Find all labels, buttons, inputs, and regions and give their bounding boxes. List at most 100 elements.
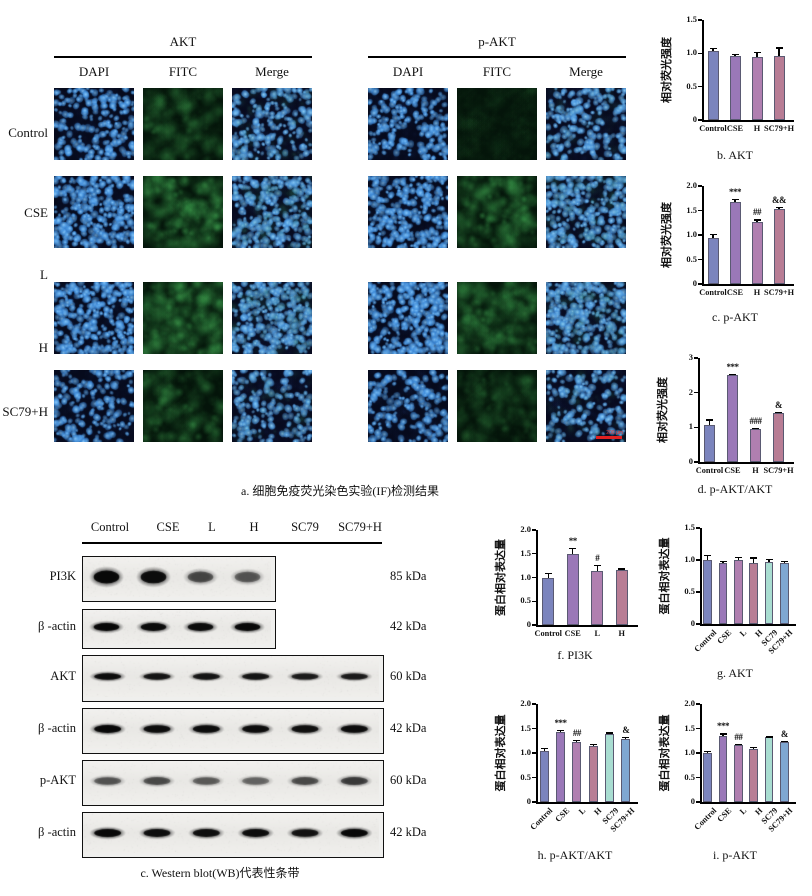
chart-c-xlabel-2: CSE	[726, 288, 744, 297]
chart-h-errorbar-2	[559, 729, 562, 733]
chart-b-xlabel-4: SC79+H	[763, 124, 795, 133]
wb-lane-header-5: SC79	[291, 520, 319, 534]
chart-b-y-axis	[702, 20, 704, 120]
chart-g-ytick-mark-0	[696, 623, 700, 625]
chart-h-bar-5	[604, 733, 615, 802]
if-cell-image-r3-g2-c3	[546, 282, 626, 354]
chart-c-annotation-4: &&	[772, 194, 787, 205]
chart-h-ytick-label-1: 0.5	[520, 771, 531, 782]
chart-c-errorcap-2	[731, 198, 739, 200]
chart-i-ytick-label-2: 1.0	[684, 747, 695, 757]
chart-g-bar-2	[718, 562, 728, 624]
if-cell-image-r4-g2-c3: 200 μm	[546, 370, 626, 442]
chart-b-bar-4	[773, 56, 785, 120]
chart-f-xlabel-1: Control	[534, 629, 562, 638]
if-cell-image-r2-g2-c1	[368, 176, 448, 248]
if-cell-image-r3-g1-c2	[143, 282, 223, 354]
if-column-header-2-3: Merge	[569, 64, 603, 79]
chart-f-bar-2	[566, 554, 579, 625]
chart-f-errorbar-1	[547, 572, 549, 578]
chart-c-ytick-label-0: 0	[692, 278, 697, 288]
chart-i-ytick-mark-0	[696, 801, 700, 803]
chart-b-x-axis	[702, 120, 794, 122]
chart-h-errorcap-5	[606, 732, 613, 734]
chart-c-bar-3	[751, 221, 763, 284]
chart-b-ytick-label-3: 1.5	[686, 14, 697, 24]
chart-h-ytick-mark-0	[532, 801, 536, 803]
chart-f-ytick-label-1: 0.5	[520, 595, 531, 606]
chart-f-bar-1	[542, 577, 555, 625]
chart-d-y-label: 相对荧光强度	[657, 377, 669, 443]
chart-h-annotation-6: &	[622, 724, 630, 735]
if-column-header-1-3: Merge	[255, 64, 289, 79]
chart-g-ytick-label-1: 0.5	[684, 586, 695, 596]
chart-c-ytick-mark-1	[698, 258, 702, 261]
immunofluorescence-panel: AKT DAPI FITC Merge p-AKT DAPI FITC Merge Contro…	[0, 0, 650, 510]
chart-f-xlabel-3: L	[594, 629, 601, 638]
if-cell-image-r2-g1-c2	[143, 176, 223, 248]
wb-row-kda-2: 42 kDa	[390, 619, 427, 633]
chart-c-ytick-mark-2	[698, 234, 702, 236]
chart-i-ytick-label-3: 1.5	[684, 722, 695, 733]
chart-d-ytick-label-3: 3	[688, 352, 693, 362]
chart-h-ytick-mark-4	[532, 703, 536, 705]
chart-g-y-axis	[700, 528, 702, 624]
chart-d-xlabel-1: Control	[695, 466, 724, 475]
if-group-rule-2	[368, 56, 626, 58]
chart-i-ytick-mark-3	[696, 727, 700, 730]
chart-h-ytick-mark-2	[532, 752, 536, 754]
chart-d-ytick-mark-0	[694, 461, 698, 463]
chart-d-xlabel-3: H	[752, 466, 759, 475]
chart-d-ytick-label-0: 0	[688, 456, 693, 466]
chart-d-bar-4	[772, 413, 785, 462]
chart-f-bar-4	[615, 570, 628, 625]
chart-i-annotation-3: ##	[734, 731, 743, 742]
if-row-label-4: H	[38, 340, 48, 355]
if-cell-image-r1-g1-c2	[143, 88, 223, 160]
if-cell-image-r4-g1-c2	[143, 370, 223, 442]
chart-d-annotation-4: &	[775, 400, 783, 411]
if-column-header-1-1: DAPI	[78, 64, 110, 79]
chart-d-errorcap-2	[729, 373, 736, 376]
chart-h-y-label: 蛋白相对表达量	[495, 714, 507, 792]
chart-h-bar-4	[588, 745, 598, 802]
chart-d-errorcap-1	[706, 419, 713, 421]
chart-b-bar-2	[729, 56, 741, 120]
chart-d-caption: d. p-AKT/AKT	[697, 482, 773, 496]
chart-c-errorbar-2	[734, 198, 736, 202]
chart-b-xlabel-2: CSE	[726, 124, 744, 133]
chart-i-ytick-label-0: 0	[690, 796, 695, 806]
chart-i-ytick-label-4: 2.0	[684, 698, 695, 708]
chart-c-ytick-label-2: 1.0	[686, 229, 697, 239]
chart-h-bar-1	[539, 750, 549, 802]
chart-g-y-label: 蛋白相对表达量	[659, 537, 671, 615]
chart-f-y-label: 蛋白相对表达量	[495, 539, 507, 616]
chart-g-ytick-mark-2	[696, 559, 700, 561]
chart-f-ytick-mark-4	[532, 529, 536, 531]
chart-h-x-axis	[536, 802, 638, 804]
chart-f-errorcap-2	[569, 547, 577, 549]
if-cell-image-r2-g1-c3	[232, 176, 312, 248]
chart-c-errorcap-3	[753, 219, 761, 221]
chart-d-bar-1	[703, 425, 716, 462]
western-blot-panel: Control CSE L H SC79 SC79+H PI3K 85 kDa β -actin…	[0, 512, 490, 896]
chart-f-ytick-label-4: 2.0	[520, 524, 531, 534]
chart-h-bar-2	[555, 732, 566, 802]
if-group-rule-1	[54, 56, 312, 58]
chart-c-errorbar-3	[756, 219, 758, 222]
if-cell-image-r4-g2-c2	[457, 370, 537, 442]
chart-h-ytick-label-2: 1.0	[520, 747, 531, 757]
chart-f-ytick-label-2: 1.0	[520, 571, 531, 582]
chart-i-ytick-mark-4	[696, 703, 700, 705]
chart-b-errorbar-4	[778, 47, 780, 56]
if-column-header-2-1: DAPI	[392, 64, 424, 79]
chart-d-xlabel-4: SC79+H	[763, 466, 794, 475]
chart-f-ytick-label-3: 1.5	[520, 547, 531, 558]
wb-blot-2	[82, 609, 276, 649]
chart-h: 0 0.5 1.0 1.5 2.0 蛋白相对表达量 Control *** CSE ## L H SC7…	[494, 690, 656, 870]
chart-c-ytick-label-4: 2.0	[686, 180, 697, 190]
chart-g-errorbar-3	[737, 556, 739, 560]
chart-i-errorcap-6	[780, 740, 788, 742]
chart-c-bar-4	[773, 209, 785, 284]
